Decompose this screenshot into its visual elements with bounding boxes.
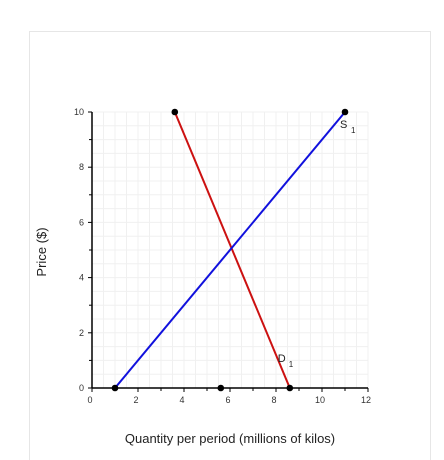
curves: [114, 111, 346, 389]
x-tick-label: 8: [271, 395, 276, 405]
endpoint-s1: [341, 108, 349, 116]
x-tick-label: 0: [87, 395, 92, 405]
curve-label-d: D: [278, 353, 286, 365]
x-tick-label: 6: [225, 395, 230, 405]
curve-label-s: S: [340, 119, 347, 131]
y-tick-label: 2: [79, 328, 84, 338]
x-axis-title: Quantity per period (millions of kilos): [125, 431, 335, 446]
y-tick-label: 4: [79, 273, 84, 283]
chart-frame: [29, 31, 431, 460]
curve-s1: [114, 111, 346, 389]
x-tick-label: 12: [361, 395, 371, 405]
y-axis-title: Price ($): [34, 227, 49, 276]
points: [111, 108, 349, 392]
x-tick-label: 4: [179, 395, 184, 405]
y-tick-label: 0: [79, 383, 84, 393]
curve-label-sub-d: 1: [289, 360, 294, 369]
endpoint-d1: [171, 108, 179, 116]
x-tick-label: 2: [133, 395, 138, 405]
labels: Quantity per period (millions of kilos) P…: [34, 119, 356, 446]
grid: [91, 111, 369, 389]
marked-point: [217, 384, 225, 392]
y-tick-label: 8: [79, 162, 84, 172]
endpoint-d1: [286, 384, 294, 392]
x-tick-label: 10: [315, 395, 325, 405]
axes: 0 2 4 6 8 10 12 0 2 4 6 8 10: [74, 107, 371, 405]
curve-d1: [173, 111, 291, 389]
y-tick-label: 10: [74, 107, 84, 117]
y-tick-label: 6: [79, 217, 84, 227]
curve-label-sub-s: 1: [351, 126, 356, 135]
endpoint-s1: [111, 384, 119, 392]
